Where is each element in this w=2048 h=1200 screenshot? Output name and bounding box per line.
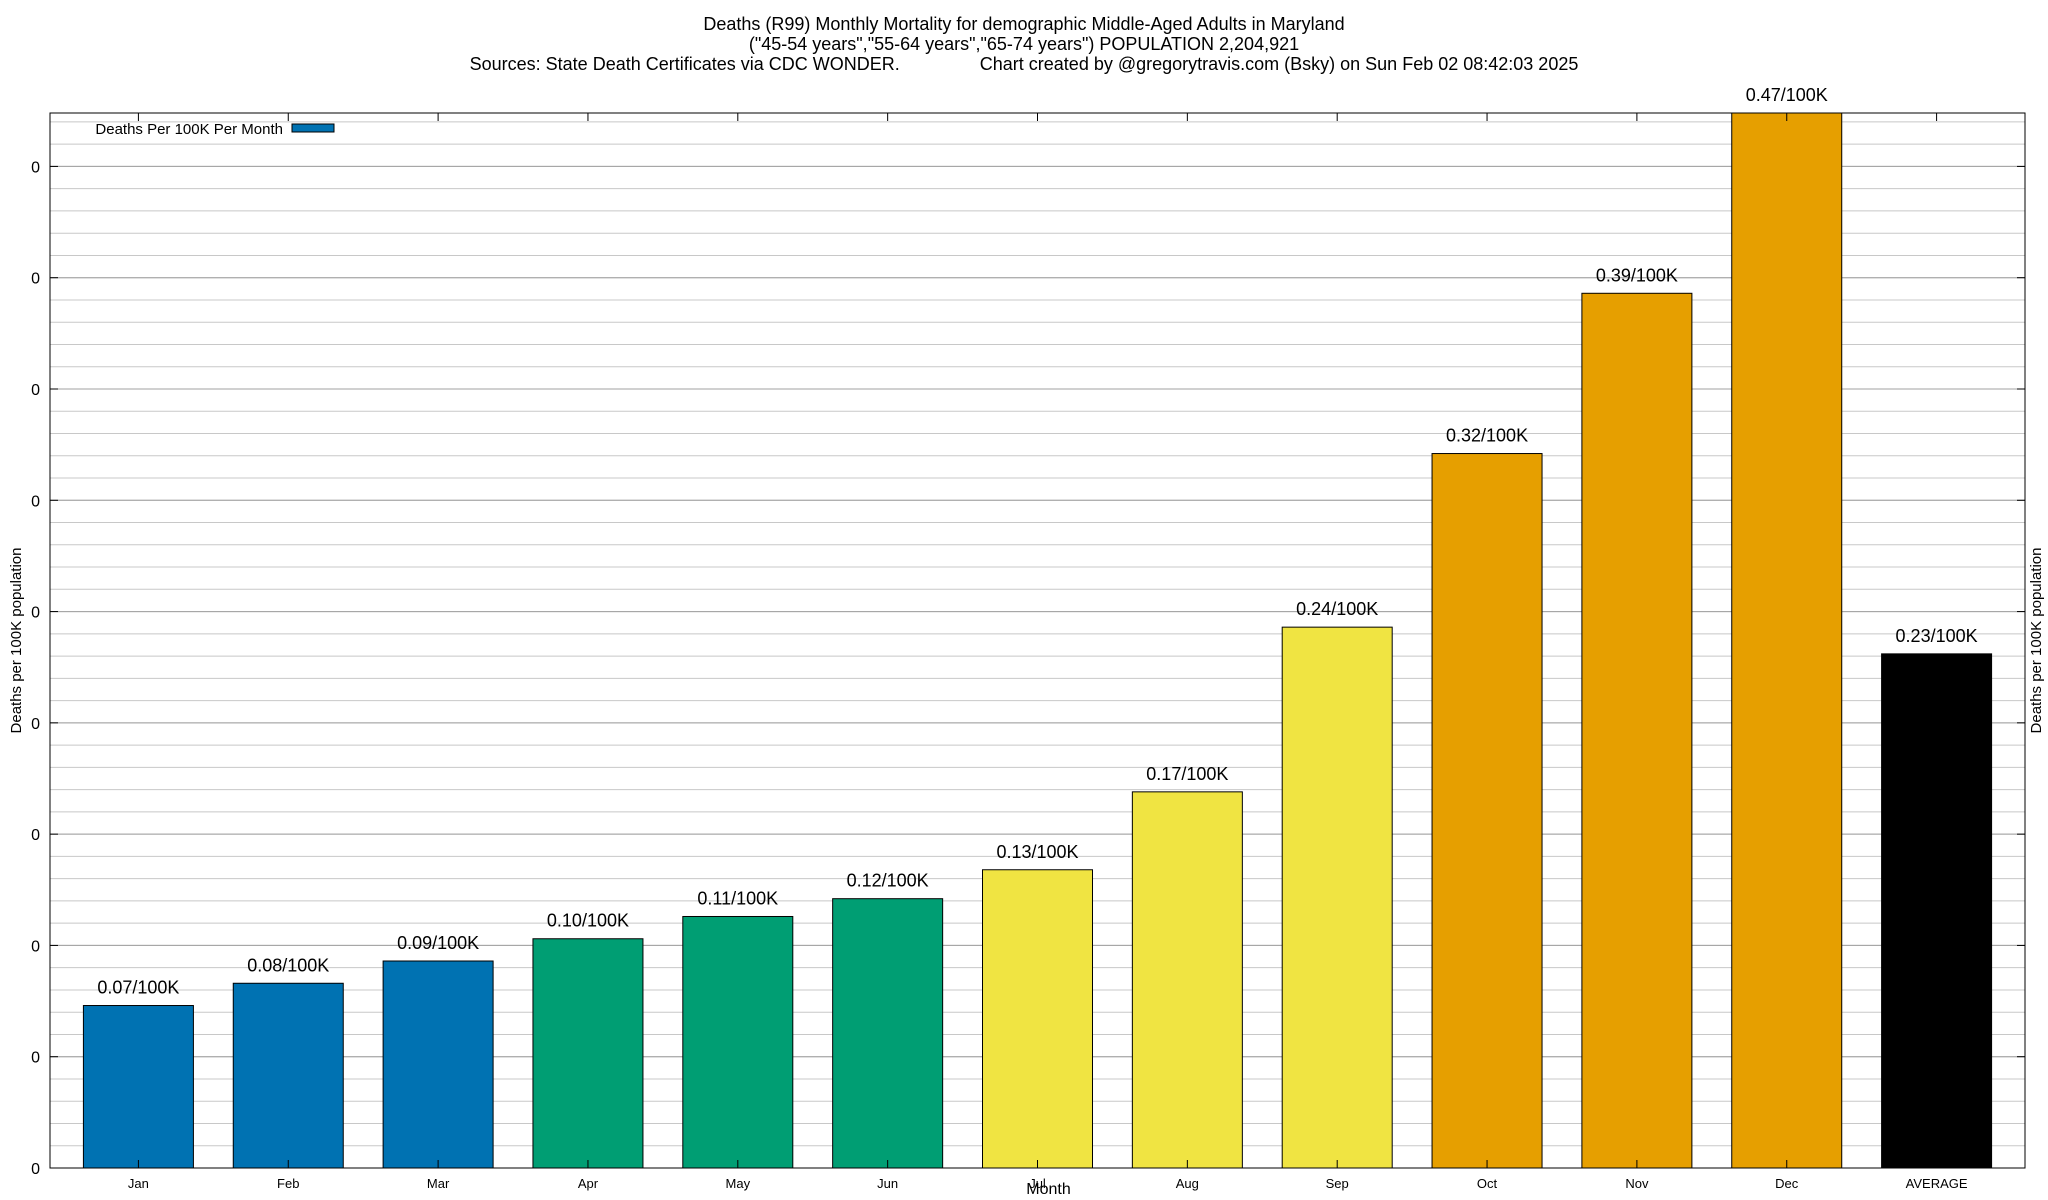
x-axis-title: Month <box>1026 1181 1070 1198</box>
bar-value-label: 0.32/100K <box>1446 426 1528 446</box>
bar-value-label: 0.47/100K <box>1746 85 1828 105</box>
y-tick-label: 0 <box>31 271 40 288</box>
x-tick-label: May <box>726 1176 751 1191</box>
bar-value-label: 0.23/100K <box>1896 626 1978 646</box>
bar <box>982 869 1093 1169</box>
x-tick-label: Jan <box>128 1176 149 1191</box>
bars <box>82 112 1993 1169</box>
legend-swatch <box>291 123 335 133</box>
bar-value-label: 0.07/100K <box>97 978 179 998</box>
bar-value-label: 0.08/100K <box>247 955 329 975</box>
legend-label: Deaths Per 100K Per Month <box>95 121 283 138</box>
y-axis-title: Deaths per 100K population <box>8 548 25 734</box>
bar <box>1881 653 1993 1169</box>
x-tick-label: Jun <box>877 1176 898 1191</box>
legend: Deaths Per 100K Per Month <box>95 121 335 138</box>
y-tick-label: 0 <box>31 1161 40 1178</box>
y-axis-title-right: Deaths per 100K population <box>2028 548 2045 734</box>
x-tick-label: Jul <box>1029 1176 1046 1191</box>
y-tick-label: 0 <box>31 493 40 510</box>
x-tick-label: Feb <box>277 1176 299 1191</box>
chart-sources: Sources: State Death Certificates via CD… <box>469 54 1579 74</box>
x-tick-label: Mar <box>427 1176 450 1191</box>
x-tick-label: Aug <box>1176 1176 1199 1191</box>
bar <box>532 938 644 1169</box>
y-tick-label: 0 <box>31 827 40 844</box>
bar-value-label: 0.17/100K <box>1146 764 1228 784</box>
bar <box>82 1005 194 1169</box>
x-tick-label: AVERAGE <box>1906 1176 1968 1191</box>
bar-value-label: 0.39/100K <box>1596 265 1678 285</box>
bar <box>1581 292 1693 1169</box>
chart-title: Deaths (R99) Monthly Mortality for demog… <box>703 14 1345 34</box>
plot-border <box>49 112 2026 1169</box>
y-tick-label: 0 <box>31 716 40 733</box>
bar <box>382 960 494 1169</box>
bar-value-label: 0.24/100K <box>1296 599 1378 619</box>
chart-subtitle: ("45-54 years","55-64 years","65-74 year… <box>748 34 1300 54</box>
bar-value-label: 0.12/100K <box>847 871 929 891</box>
bar-value-label: 0.11/100K <box>697 888 778 908</box>
y-tick-label: 0 <box>31 605 40 622</box>
y-tick-label: 0 <box>31 382 40 399</box>
x-tick-label: Nov <box>1625 1176 1649 1191</box>
value-labels: 0.07/100K 0.08/100K 0.09/100K 0.10/100K 0.11… <box>97 85 1977 998</box>
bar <box>1431 453 1543 1169</box>
y-tick-label: 0 <box>31 1050 40 1067</box>
bar-value-label: 0.13/100K <box>996 842 1078 862</box>
y-tick-label: 0 <box>31 159 40 176</box>
bar <box>232 982 344 1169</box>
axes: 0 0 0 0 0 0 0 0 0 0 Jan Feb Mar Apr May Jun Jul Aug Sep Oct… <box>31 112 2026 1191</box>
y-tick-label: 0 <box>31 938 40 955</box>
bar <box>1731 112 1843 1169</box>
bar <box>682 915 794 1169</box>
bar <box>1281 626 1393 1169</box>
x-tick-label: Dec <box>1775 1176 1799 1191</box>
bar-value-label: 0.10/100K <box>547 911 629 931</box>
x-tick-label: Apr <box>578 1176 599 1191</box>
bar-value-label: 0.09/100K <box>397 933 479 953</box>
bar <box>1131 791 1243 1169</box>
x-tick-label: Sep <box>1326 1176 1349 1191</box>
x-tick-label: Oct <box>1477 1176 1498 1191</box>
bar <box>832 898 944 1169</box>
